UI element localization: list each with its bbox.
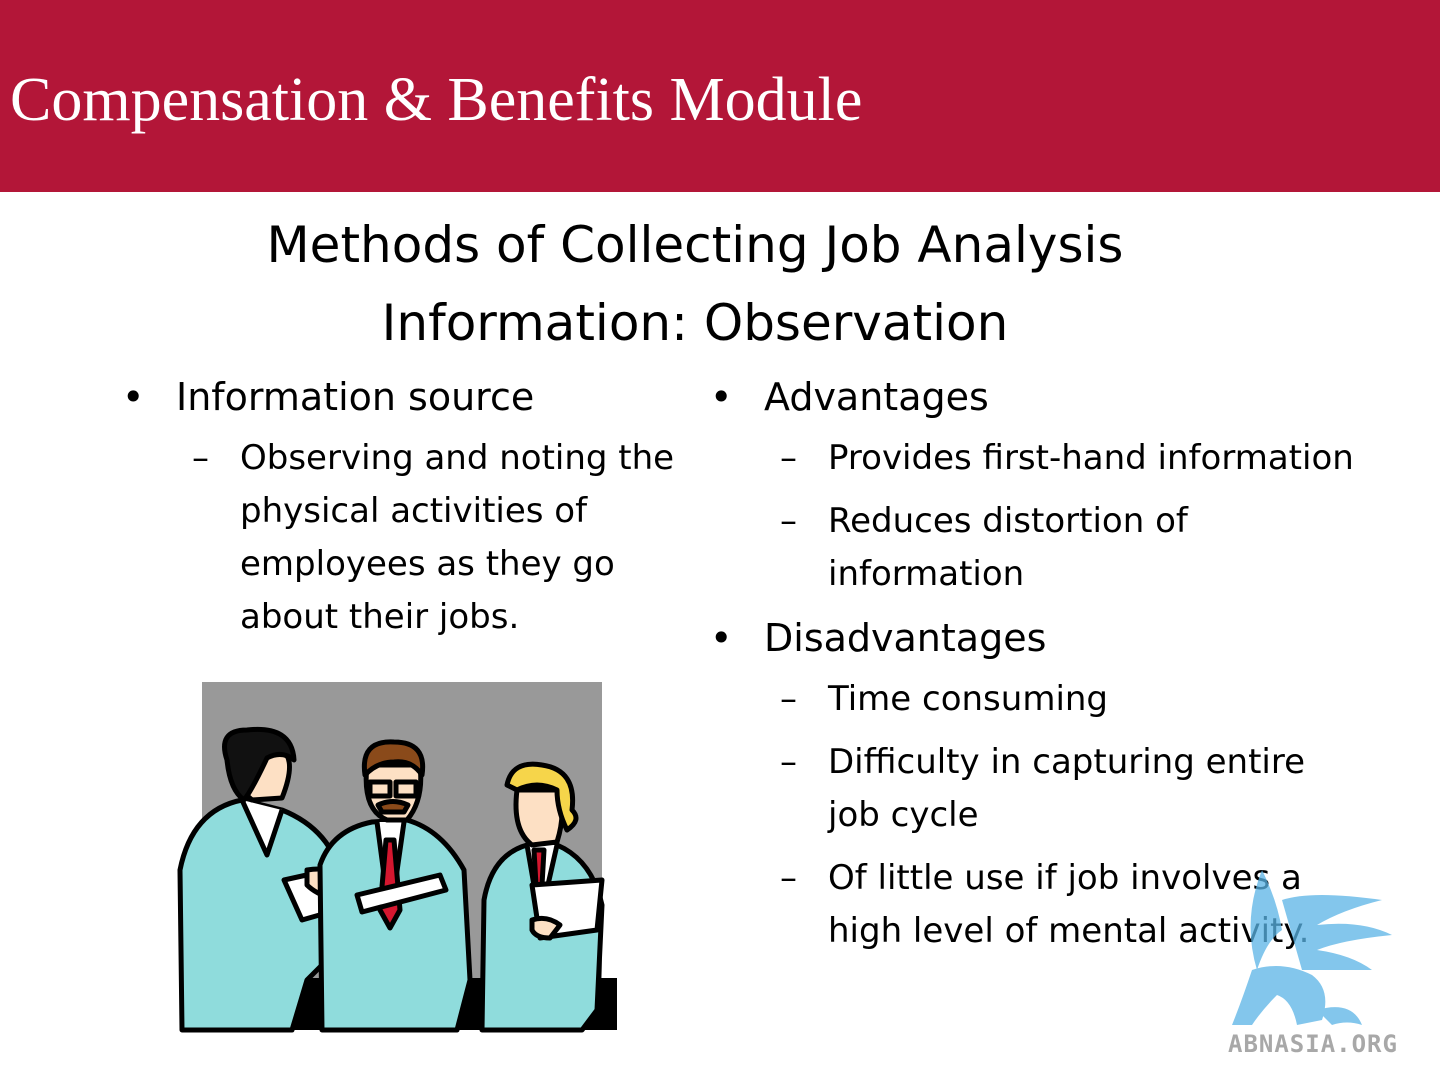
griffin-logo-icon: [1232, 870, 1392, 1025]
sub-item-time-consuming: Time consuming: [706, 673, 1406, 726]
sub-item-observing: Observing and noting the physical activi…: [118, 432, 708, 644]
watermark-text: ABNASIA.ORG: [1228, 1030, 1398, 1058]
slide-title-line-1: Methods of Collecting Job Analysis: [266, 216, 1124, 274]
bullet-disadvantages: Disadvantages: [706, 611, 1406, 665]
left-column: Information source Observing and noting …: [118, 370, 708, 654]
slide-title: Methods of Collecting Job Analysis Infor…: [180, 206, 1210, 362]
module-title: Compensation & Benefits Module: [10, 66, 863, 134]
sub-item-reduces-distortion: Reduces distortion of information: [706, 495, 1406, 601]
slide-title-line-2: Information: Observation: [381, 294, 1009, 352]
three-scientists-clipart-icon: [177, 682, 617, 1033]
bullet-information-source: Information source: [118, 370, 708, 424]
bullet-advantages: Advantages: [706, 370, 1406, 424]
sub-item-mental-activity: Of little use if job involves a high lev…: [706, 852, 1406, 958]
right-column: Advantages Provides first-hand informati…: [706, 370, 1406, 968]
sub-item-job-cycle: Difficulty in capturing entire job cycle: [706, 736, 1406, 842]
header-band: Compensation & Benefits Module: [0, 0, 1440, 192]
sub-item-first-hand: Provides first-hand information: [706, 432, 1406, 485]
